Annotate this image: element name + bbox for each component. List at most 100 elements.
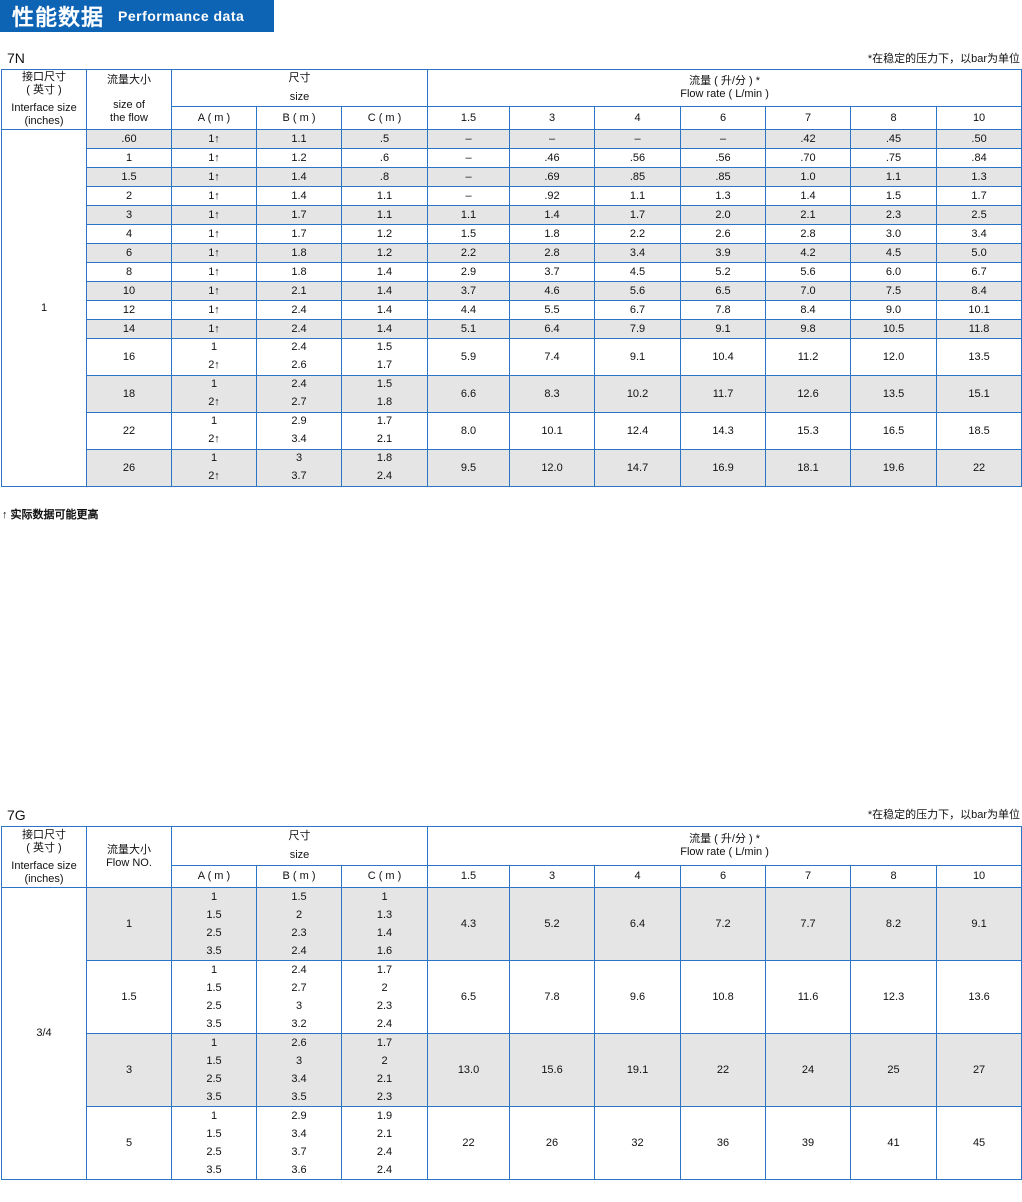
- flow-rate-cell: 3.7: [509, 262, 596, 282]
- dimension-value: 1: [381, 891, 388, 903]
- flow-rate-cell: 8.4: [765, 300, 852, 320]
- header-text: size: [289, 91, 310, 103]
- dimension-c-cell: 1.5 1.8: [340, 375, 429, 413]
- dimension-value: 1.5: [376, 341, 393, 353]
- flow-rate-cell: 5.2: [680, 262, 767, 282]
- dimension-value: 2.3: [376, 1091, 393, 1103]
- flow-rate-cell: .56: [680, 148, 767, 168]
- pressure-header: 4: [594, 865, 682, 888]
- dimension-c-cell: 1.8 2.4: [340, 449, 429, 487]
- dimension-value: 2.4: [376, 470, 393, 482]
- flow-rate-cell: 10.1: [936, 300, 1022, 320]
- table-row: 1.5 1 1.5 2.5 3.5 2.4 2.7 3 3.2 1.7 2 2.3 2.4 6.5 7.8 9…: [2, 960, 1022, 1034]
- flow-size-cell: 12: [86, 300, 172, 320]
- flow-rate-cell: 9.1: [594, 338, 682, 376]
- dimension-c-cell: 1.9 2.1 2.4 2.4: [340, 1106, 429, 1180]
- flow-rate-cell: 1.1: [850, 167, 938, 187]
- dimension-value: 1: [210, 341, 218, 353]
- dimension-value: 1.1: [291, 133, 307, 145]
- table-row: 4 1↑ 1.7 1.2 1.5 1.8 2.2 2.6 2.8 3.0 3.4: [2, 224, 1022, 244]
- flow-rate-cell: 1.4: [509, 205, 596, 225]
- pressure-header: 10: [936, 865, 1022, 888]
- dimension-a-cell: 1↑: [171, 319, 257, 339]
- dimension-value: 2.4: [291, 964, 307, 976]
- flow-rate-cell: 2.3: [850, 205, 938, 225]
- flow-rate-cell: 22: [427, 1106, 511, 1180]
- flow-rate-cell: 4.6: [509, 281, 596, 301]
- flow-rate-cell: 24: [765, 1033, 852, 1107]
- dimension-value: 3.4: [291, 1073, 307, 1085]
- flow-size-cell: 6: [86, 243, 172, 263]
- flow-rate-cell: 4.5: [594, 262, 682, 282]
- flow-rate-cell: 7.5: [850, 281, 938, 301]
- model-label-7g: 7G: [7, 807, 26, 823]
- flow-rate-cell: 26: [509, 1106, 596, 1180]
- dimension-b-cell: 2.4: [256, 300, 342, 320]
- dimension-value: 1: [210, 378, 218, 390]
- dimension-value: 2.1: [376, 433, 393, 445]
- flow-rate-cell: 18.5: [936, 412, 1022, 450]
- dimension-value: 2.7: [291, 982, 307, 994]
- flow-rate-cell: 11.7: [680, 375, 767, 413]
- banner-title-zh: 性能数据: [12, 6, 105, 31]
- dimension-value: 1.4: [291, 190, 307, 202]
- dimension-value: 1.5: [206, 909, 222, 921]
- model-label-7n: 7N: [7, 50, 25, 66]
- dimension-value: 1.5: [376, 378, 393, 390]
- flow-rate-cell: 6.7: [594, 300, 682, 320]
- table-row: 22 1 2↑ 2.9 3.4 1.7 2.1 8.0 10.1 12.4 14.3 15.3 16.5…: [2, 412, 1022, 450]
- flow-rate-cell: 39: [765, 1106, 852, 1180]
- flow-size-cell: 3: [86, 1033, 172, 1107]
- dimension-value: 1: [210, 1110, 218, 1122]
- header-text: 尺寸: [288, 830, 311, 842]
- dimension-value: 1.2: [376, 247, 393, 259]
- dimension-value: 2.4: [376, 1018, 393, 1030]
- dimension-value: 2.6: [291, 359, 307, 371]
- flow-rate-cell: 12.4: [594, 412, 682, 450]
- dimension-a-cell: 1↑: [171, 224, 257, 244]
- flow-rate-cell: 4.2: [765, 243, 852, 263]
- dimension-b-cell: 2.9 3.4 3.7 3.6: [256, 1106, 342, 1180]
- dimension-c-header: C ( m ): [340, 106, 429, 130]
- dimension-value: 1: [210, 891, 218, 903]
- flow-rate-cell: 12.0: [850, 338, 938, 376]
- flow-size-cell: 3: [86, 205, 172, 225]
- pressure-header: 1.5: [427, 865, 511, 888]
- dimension-value: .6: [379, 152, 390, 164]
- header-text: 流量大小: [107, 844, 151, 856]
- flow-rate-cell: 1.7: [936, 186, 1022, 206]
- dimension-value: 1.5: [206, 1128, 222, 1140]
- flow-rate-cell: –: [427, 129, 511, 149]
- flow-rate-cell: –: [509, 129, 596, 149]
- flow-size-cell: 4: [86, 224, 172, 244]
- dimension-value: 1.2: [376, 228, 393, 240]
- dimension-c-cell: .6: [340, 148, 429, 168]
- dimension-value: 2.1: [376, 1128, 393, 1140]
- flow-size-cell: 26: [86, 449, 172, 487]
- flow-rate-cell: 15.6: [509, 1033, 596, 1107]
- dimension-value: 2.4: [376, 1164, 393, 1176]
- dimension-value: 2.4: [291, 378, 307, 390]
- dimension-value: 1.8: [291, 266, 307, 278]
- flow-size-header: 流量大小 Flow NO.: [86, 826, 172, 888]
- flow-rate-cell: 8.4: [936, 281, 1022, 301]
- flow-rate-cell: 1.5: [427, 224, 511, 244]
- flow-rate-cell: 12.6: [765, 375, 852, 413]
- flow-rate-cell: 10.4: [680, 338, 767, 376]
- flow-rate-cell: 10.8: [680, 960, 767, 1034]
- dimension-c-cell: 1.5 1.7: [340, 338, 429, 376]
- flow-size-cell: 2: [86, 186, 172, 206]
- dimension-value: 1.8: [291, 247, 307, 259]
- dimension-value: 2.5: [206, 1000, 222, 1012]
- dimension-a-header: A ( m ): [171, 865, 257, 888]
- flow-rate-cell: 14.7: [594, 449, 682, 487]
- header-text: Flow rate ( L/min ): [680, 88, 769, 100]
- flow-size-cell: .60: [86, 129, 172, 149]
- header-text: 接口尺寸: [22, 71, 66, 83]
- flow-rate-cell: 12.0: [509, 449, 596, 487]
- flow-size-cell: 8: [86, 262, 172, 282]
- dimension-value: 1↑: [208, 190, 220, 202]
- pressure-header: 10: [936, 106, 1022, 130]
- flow-size-header: 流量大小 size of the flow: [86, 69, 172, 130]
- dimension-c-cell: 1.2: [340, 243, 429, 263]
